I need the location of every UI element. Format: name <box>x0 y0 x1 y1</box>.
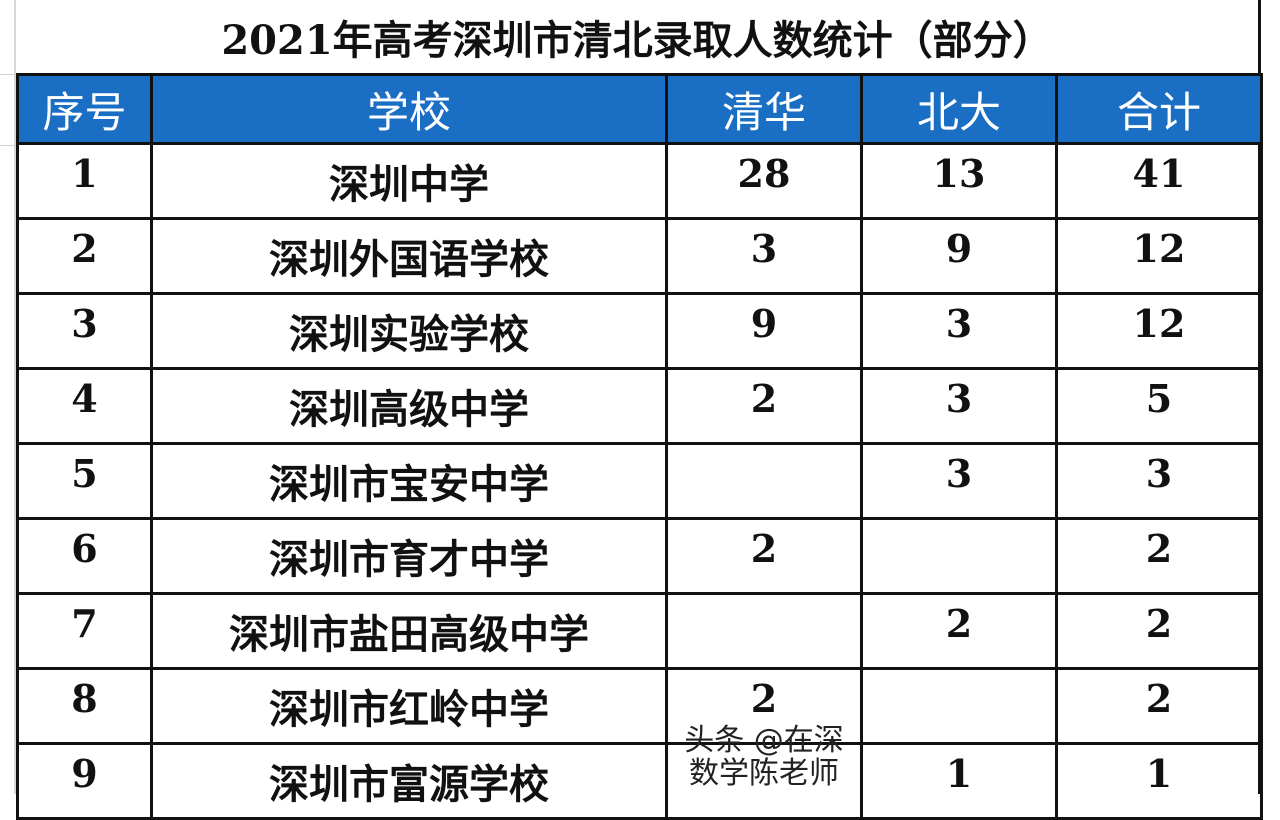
header-beida: 北大 <box>860 73 1058 145</box>
cell-no: 4 <box>16 367 153 445</box>
cell-school: 深圳中学 <box>150 142 668 220</box>
header-row: 序号 学校 清华 北大 合计 <box>16 73 1263 145</box>
cell-qinghua <box>665 442 863 520</box>
cell-total: 41 <box>1055 142 1263 220</box>
cell-beida: 3 <box>860 442 1058 520</box>
cell-no: 6 <box>16 517 153 595</box>
cell-total: 12 <box>1055 292 1263 370</box>
cell-qinghua: 2 <box>665 667 863 745</box>
cell-total: 2 <box>1055 517 1263 595</box>
cell-beida: 3 <box>860 367 1058 445</box>
cell-beida <box>860 667 1058 745</box>
cell-qinghua: 3 <box>665 217 863 295</box>
header-school: 学校 <box>150 73 668 145</box>
table-row: 2 深圳外国语学校 3 9 12 <box>16 217 1263 295</box>
table-row: 3 深圳实验学校 9 3 12 <box>16 292 1263 370</box>
cell-total: 5 <box>1055 367 1263 445</box>
header-no: 序号 <box>16 73 153 145</box>
cell-no: 8 <box>16 667 153 745</box>
cell-no: 2 <box>16 217 153 295</box>
cell-no: 3 <box>16 292 153 370</box>
sheet-gridline <box>0 145 16 146</box>
cell-school: 深圳市富源学校 <box>150 742 668 820</box>
cell-school: 深圳市育才中学 <box>150 517 668 595</box>
cell-qinghua: 9 <box>665 292 863 370</box>
cell-no: 7 <box>16 592 153 670</box>
cell-beida: 9 <box>860 217 1058 295</box>
table-row: 8 深圳市红岭中学 2 2 <box>16 667 1263 745</box>
cell-no: 1 <box>16 142 153 220</box>
cell-qinghua: 28 <box>665 142 863 220</box>
admissions-table: 序号 学校 清华 北大 合计 1 深圳中学 28 13 41 2 深圳外国语学校 3 9 12 3 深… <box>16 73 1263 820</box>
sheet-gridline <box>0 74 16 75</box>
cell-total: 2 <box>1055 667 1263 745</box>
cell-beida: 2 <box>860 592 1058 670</box>
table-row: 1 深圳中学 28 13 41 <box>16 142 1263 220</box>
cell-total: 12 <box>1055 217 1263 295</box>
cell-beida: 13 <box>860 142 1058 220</box>
table-title: 2021年高考深圳市清北录取人数统计（部分） <box>221 16 1053 64</box>
cell-no: 9 <box>16 742 153 820</box>
header-qinghua: 清华 <box>665 73 863 145</box>
cell-total: 1 <box>1055 742 1263 820</box>
cell-school: 深圳外国语学校 <box>150 217 668 295</box>
cell-total: 3 <box>1055 442 1263 520</box>
cell-school: 深圳市宝安中学 <box>150 442 668 520</box>
cell-school: 深圳市红岭中学 <box>150 667 668 745</box>
cell-qinghua: 2 <box>665 517 863 595</box>
cell-total: 2 <box>1055 592 1263 670</box>
cell-school: 深圳高级中学 <box>150 367 668 445</box>
cell-qinghua <box>665 592 863 670</box>
cell-no: 5 <box>16 442 153 520</box>
table-row: 5 深圳市宝安中学 3 3 <box>16 442 1263 520</box>
table-row: 7 深圳市盐田高级中学 2 2 <box>16 592 1263 670</box>
table-row: 4 深圳高级中学 2 3 5 <box>16 367 1263 445</box>
header-total: 合计 <box>1055 73 1263 145</box>
cell-qinghua: 2 <box>665 367 863 445</box>
cell-beida <box>860 517 1058 595</box>
table-row: 9 深圳市富源学校 1 1 <box>16 742 1263 820</box>
sheet-gridline <box>14 0 16 794</box>
cell-school: 深圳实验学校 <box>150 292 668 370</box>
watermark: 头条 @在深数学陈老师 <box>684 723 844 791</box>
table-row: 6 深圳市育才中学 2 2 <box>16 517 1263 595</box>
cell-school: 深圳市盐田高级中学 <box>150 592 668 670</box>
cell-beida: 3 <box>860 292 1058 370</box>
cell-beida: 1 <box>860 742 1058 820</box>
